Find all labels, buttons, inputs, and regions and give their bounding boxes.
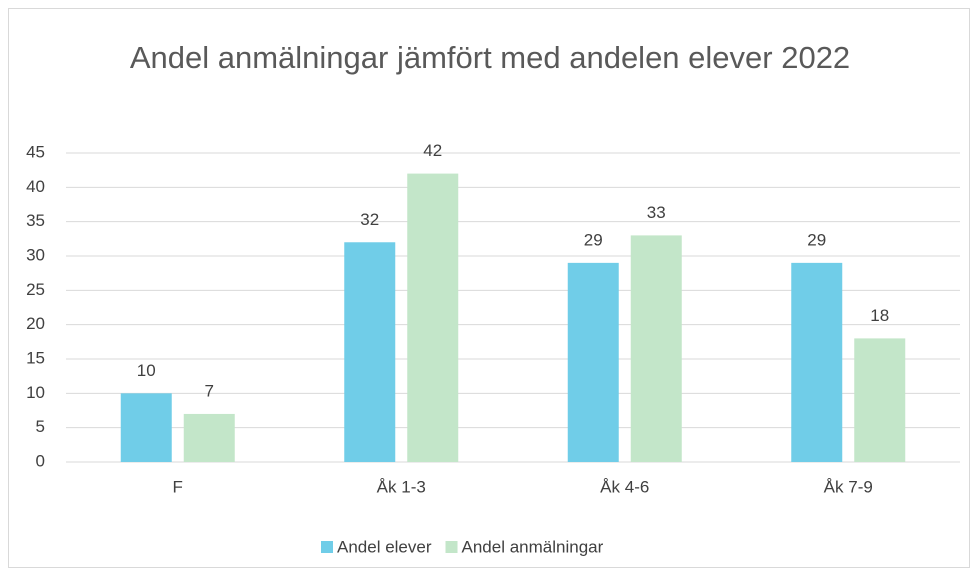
- data-label: 42: [423, 141, 442, 160]
- bar: [854, 338, 906, 462]
- bar: [183, 413, 235, 462]
- bar: [791, 262, 843, 462]
- y-tick-label: 25: [26, 280, 45, 299]
- x-tick-label: Åk 1-3: [377, 477, 426, 496]
- x-tick-label: F: [173, 477, 183, 496]
- y-tick-label: 45: [26, 142, 45, 161]
- y-tick-label: 0: [36, 451, 45, 470]
- chart-title: Andel anmälningar jämfört med andelen el…: [129, 40, 851, 75]
- y-tick-label: 30: [26, 245, 45, 264]
- data-label: 32: [360, 210, 379, 229]
- y-tick-label: 10: [26, 383, 45, 402]
- bar: [630, 235, 682, 462]
- bar: [407, 173, 459, 462]
- bar: [567, 262, 619, 462]
- data-label: 33: [647, 203, 666, 222]
- data-label: 29: [807, 230, 826, 249]
- x-tick-label: Åk 4-6: [600, 477, 649, 496]
- y-tick-label: 20: [26, 314, 45, 333]
- data-label: 18: [870, 306, 889, 325]
- x-tick-label: Åk 7-9: [824, 477, 873, 496]
- y-tick-label: 5: [36, 417, 45, 436]
- data-label: 29: [584, 230, 603, 249]
- y-tick-label: 35: [26, 211, 45, 230]
- bar: [120, 393, 172, 462]
- data-label: 7: [205, 381, 214, 400]
- y-tick-label: 15: [26, 348, 45, 367]
- legend-swatch: [445, 541, 458, 553]
- bar: [344, 242, 396, 462]
- legend-swatch: [321, 541, 333, 553]
- legend-label: Andel elever: [337, 537, 432, 556]
- legend-label: Andel anmälningar: [462, 537, 604, 556]
- y-tick-label: 40: [26, 177, 45, 196]
- data-label: 10: [137, 361, 156, 380]
